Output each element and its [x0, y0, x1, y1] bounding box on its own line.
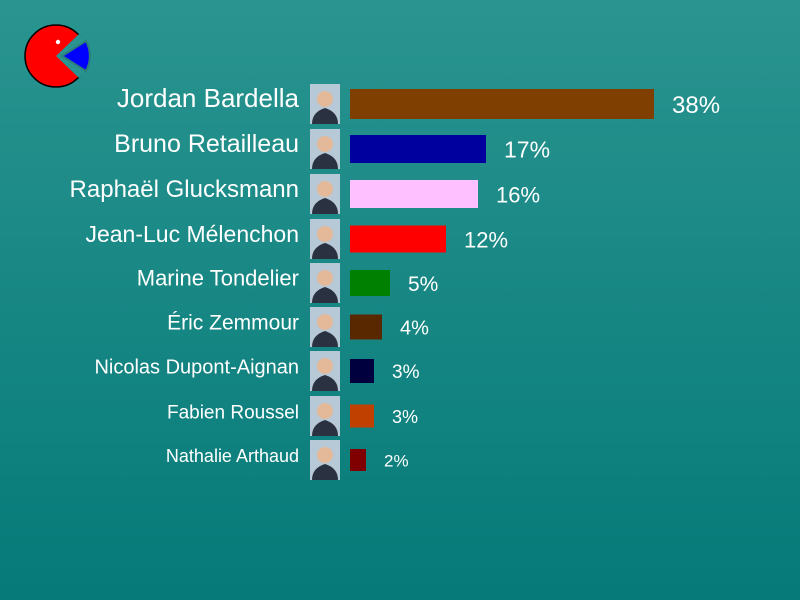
candidate-photo-icon [310, 440, 340, 480]
bar [350, 89, 654, 119]
candidate-name-label: Nicolas Dupont-Aignan [94, 356, 299, 378]
value-label: 4% [400, 318, 429, 340]
candidate-name-label: Raphaël Glucksmann [70, 176, 299, 203]
value-label: 16% [496, 182, 540, 207]
candidate-photo-icon [310, 219, 340, 259]
value-label: 38% [672, 92, 720, 119]
candidate-name-label: Marine Tondelier [137, 266, 299, 291]
bar [350, 180, 478, 208]
bar [350, 359, 374, 383]
bar [350, 135, 486, 163]
candidate-name-label: Éric Zemmour [167, 312, 299, 335]
value-label: 5% [408, 273, 438, 296]
candidate-photo-icon [310, 263, 340, 303]
bar [350, 225, 446, 253]
bar [350, 449, 366, 471]
candidate-name-label: Nathalie Arthaud [166, 446, 299, 466]
candidate-name-label: Bruno Retailleau [114, 130, 299, 158]
value-label: 3% [392, 407, 418, 427]
candidate-name-label: Jordan Bardella [117, 83, 300, 113]
candidate-name-label: Jean-Luc Mélenchon [85, 221, 299, 247]
candidate-photo-icon [310, 84, 340, 124]
pie-chart-logo-icon [24, 24, 91, 88]
candidate-name-label: Fabien Roussel [167, 402, 299, 423]
bar [350, 404, 374, 428]
candidate-photo-icon [310, 396, 340, 436]
value-label: 12% [464, 227, 508, 252]
candidate-photo-icon [310, 174, 340, 214]
value-label: 3% [392, 362, 420, 383]
value-label: 2% [384, 451, 409, 470]
candidate-photo-icon [310, 307, 340, 347]
candidate-photo-icon [310, 351, 340, 391]
bar [350, 270, 390, 296]
bar [350, 314, 382, 340]
value-label: 17% [504, 137, 550, 163]
candidate-photo-icon [310, 129, 340, 169]
